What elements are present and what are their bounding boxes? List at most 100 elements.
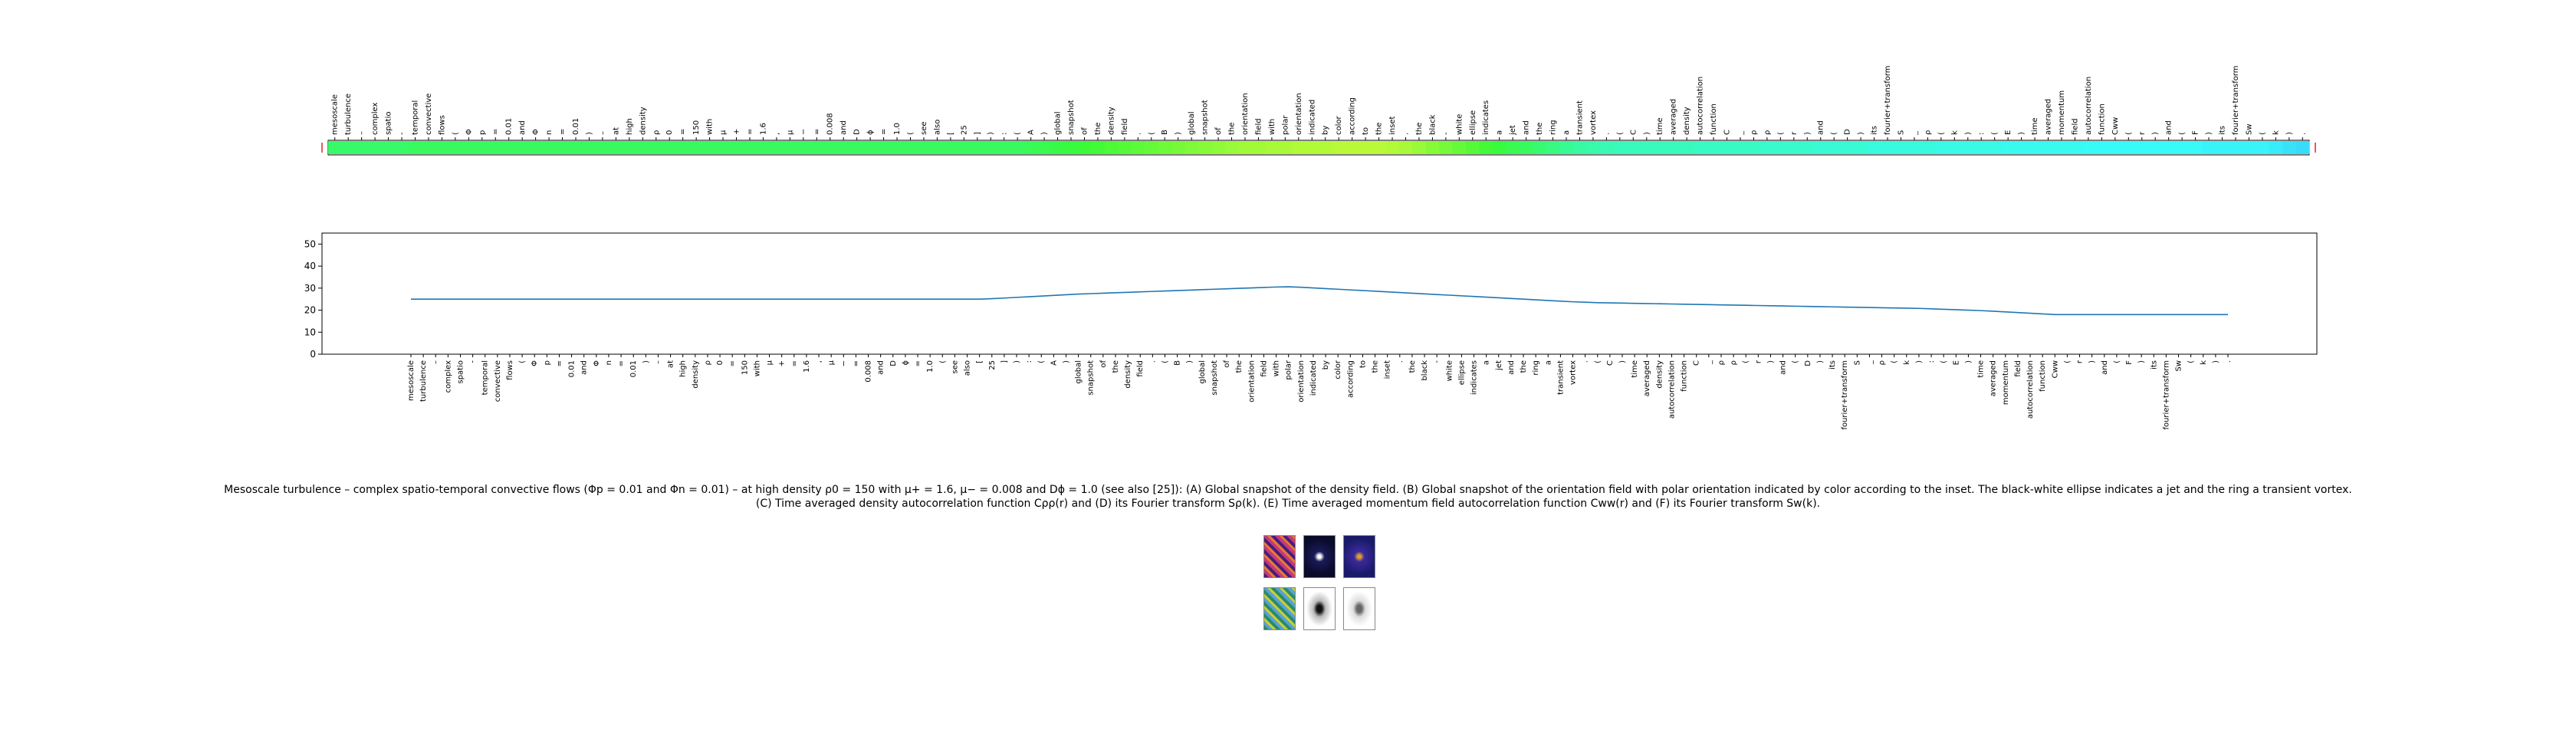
x-tick-label: with [1273,360,1281,376]
figure-caption: Mesoscale turbulence – complex spatio-te… [0,483,2576,511]
colorbar-cell [689,141,704,154]
colorbar-token-label: = [679,129,688,135]
colorbar-token-label: function [1710,104,1718,135]
colorbar-cell [1653,141,1668,154]
colorbar-cell [743,141,757,154]
colorbar-cell [528,141,543,154]
colorbar-token-label: – [599,131,607,135]
y-tick-label: 0 [310,349,316,360]
colorbar-token-label: a [1496,130,1504,135]
x-tick-label: inset [1384,360,1392,379]
colorbar-cell [328,141,342,154]
colorbar-cell [515,141,530,154]
colorbar-cell [702,141,717,154]
x-tick-label: spatio [456,360,465,384]
colorbar-cell [2282,141,2296,154]
colorbar-token-label: by [1322,126,1330,135]
colorbar-token-label: high [626,118,634,135]
x-tick-label: polar [1285,360,1293,380]
colorbar-token-label: 1.6 [759,123,767,135]
colorbar-token-label: fourier+transform [2232,65,2240,135]
colorbar-cell [1171,141,1185,154]
x-tick-label: density [1124,360,1132,389]
colorbar-cell [1158,141,1172,154]
colorbar-token-label: ) [2285,132,2294,135]
colorbar-cell [1305,141,1319,154]
colorbar-cell [435,141,449,154]
colorbar-token-label: jet [1509,125,1517,136]
colorbar-cell [675,141,690,154]
x-tick-label: field [2014,360,2022,377]
colorbar-token-label: the [1228,123,1237,135]
colorbar-token-label: k [2272,130,2280,135]
colorbar-token-label: 25 [960,125,968,135]
colorbar-cell [1961,141,1975,154]
colorbar-cell [368,141,383,154]
colorbar-token-label: convective [425,94,433,135]
x-tick-label: = [728,360,737,366]
x-tick-label: and [2101,360,2109,375]
plot-area [321,232,2318,355]
x-tick-label: density [692,360,700,389]
x-tick-label: function [1681,360,1689,392]
y-tick-label: 40 [304,261,316,271]
colorbar-token-label: : [1001,133,1009,135]
caption-line-1: Mesoscale turbulence – complex spatio-te… [224,484,2352,496]
colorbar-cell [1104,141,1119,154]
colorbar-token-label: ) [585,132,593,135]
x-tick-label: ) [1766,360,1775,363]
x-tick-label: [ [976,360,984,363]
x-tick-label: ( [2063,360,2072,363]
colorbar-cell [2229,141,2243,154]
x-tick-label: 150 [741,360,749,375]
colorbar-token-label: indicated [1308,100,1316,135]
x-tick-label: time [1977,360,1986,378]
colorbar-token-label: ρ [1763,130,1772,135]
colorbar-cell [1987,141,2002,154]
x-tick-label: = [852,360,860,366]
colorbar-cell [2108,141,2122,154]
colorbar-cell [2041,141,2055,154]
colorbar-cell [2256,141,2270,154]
y-tick-label: 10 [304,327,316,337]
colorbar-token-label: ρ [1750,130,1758,135]
colorbar-cell [1787,141,1801,154]
x-tick-label: D [1804,360,1812,366]
colorbar-cell [1238,141,1253,154]
colorbar-cell [341,141,356,154]
colorbar-cell [1198,141,1212,154]
colorbar-token-label: and [518,120,527,135]
x-tick-label: a [1483,360,1491,365]
x-tick-label: ( [1940,360,1948,363]
colorbar-cell [1640,141,1654,154]
colorbar-cell [1091,141,1106,154]
x-tick-label: A [1050,360,1058,366]
colorbar-cell [863,141,878,154]
x-tick-label: orientation [1297,360,1306,402]
x-tick-label: Cww [2051,360,2059,378]
colorbar-token-label: with [1268,119,1276,135]
colorbar-cell [2269,141,2283,154]
colorbar-cell [475,141,489,154]
colorbar-token-label: time [1656,117,1664,135]
x-tick-label: global [1198,360,1207,384]
colorbar-cell [2028,141,2042,154]
x-tick-label: its [2150,360,2158,370]
colorbar-token-label: Cww [2111,117,2120,135]
colorbar-cell [623,141,636,154]
x-tick-label: see [951,360,959,374]
colorbar-token-label: global [1054,112,1063,136]
x-tick-label: ) [1618,360,1627,363]
colorbar-cell [756,141,770,154]
colorbar-cell [449,141,462,154]
x-tick-label: ( [2187,360,2196,363]
x-tick-label: ( [518,360,527,363]
x-tick-label: ring [1532,360,1540,376]
colorbar-token-label: field [2071,118,2079,135]
colorbar-cell [1546,141,1560,154]
x-tick-label: ) [1816,360,1825,363]
colorbar-token-label: μ [719,130,728,135]
x-tick-label: = [617,360,626,366]
x-tick-label: p [543,360,551,365]
